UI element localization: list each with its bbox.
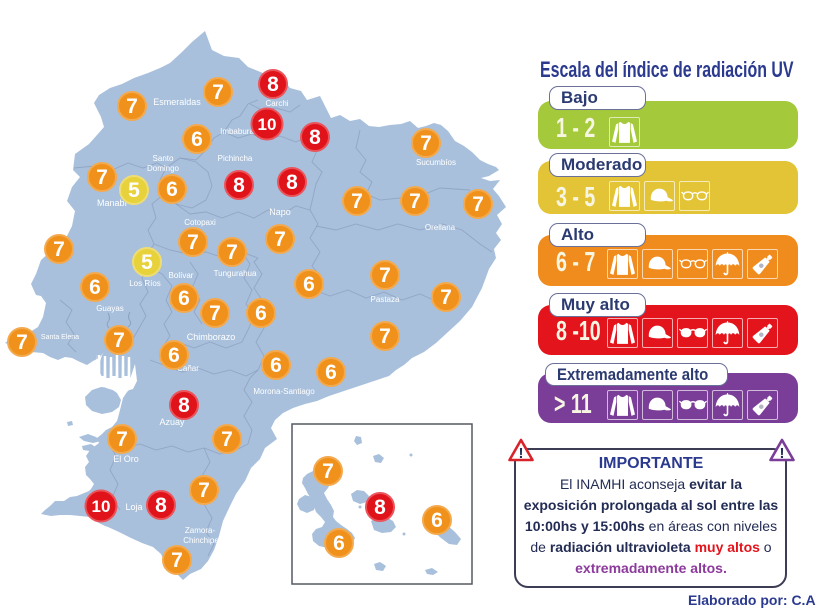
svg-text:Chimborazo: Chimborazo [187, 332, 236, 342]
svg-text:6: 6 [325, 361, 337, 384]
svg-text:7: 7 [351, 190, 363, 213]
svg-text:7: 7 [379, 325, 391, 348]
svg-text:!: ! [519, 445, 524, 462]
svg-text:6: 6 [303, 273, 315, 296]
svg-text:Pastaza: Pastaza [371, 295, 400, 304]
svg-text:5: 5 [128, 179, 140, 202]
svg-text:Guayas: Guayas [96, 304, 124, 313]
svg-text:Bolívar: Bolívar [169, 271, 194, 280]
svg-text:6: 6 [178, 287, 190, 310]
svg-text:7: 7 [226, 241, 238, 264]
svg-text:8: 8 [286, 171, 298, 194]
svg-text:7: 7 [472, 193, 484, 216]
svg-text:Santo: Santo [153, 154, 174, 163]
svg-text:Tungurahua: Tungurahua [214, 269, 257, 278]
svg-text:Santa Elena: Santa Elena [41, 334, 79, 341]
svg-text:7: 7 [440, 286, 452, 309]
svg-text:7: 7 [274, 228, 286, 251]
svg-text:Carchi: Carchi [265, 99, 288, 108]
svg-text:6: 6 [166, 178, 178, 201]
svg-text:6: 6 [191, 128, 203, 151]
svg-text:7: 7 [420, 132, 432, 155]
svg-text:8: 8 [233, 174, 245, 197]
svg-text:6: 6 [255, 302, 267, 325]
svg-text:7: 7 [171, 549, 183, 572]
svg-text:7: 7 [379, 264, 391, 287]
svg-text:Loja: Loja [125, 502, 142, 512]
svg-text:Cañar: Cañar [177, 364, 199, 373]
svg-text:Chinchipe: Chinchipe [183, 536, 219, 545]
svg-text:8: 8 [309, 126, 321, 149]
svg-text:7: 7 [113, 329, 125, 352]
svg-text:Manabí: Manabí [97, 198, 128, 208]
svg-text:8: 8 [374, 496, 386, 519]
svg-text:Domingo: Domingo [147, 164, 180, 173]
svg-text:Los Ríos: Los Ríos [129, 279, 161, 288]
svg-text:Morona-Santiago: Morona-Santiago [253, 387, 315, 396]
svg-text:7: 7 [212, 81, 224, 104]
svg-text:Orellana: Orellana [425, 223, 456, 232]
svg-text:7: 7 [209, 302, 221, 325]
svg-text:6: 6 [89, 276, 101, 299]
svg-text:5: 5 [141, 251, 153, 274]
svg-text:7: 7 [116, 428, 128, 451]
svg-text:Esmeraldas: Esmeraldas [153, 97, 201, 107]
svg-text:Zamora-: Zamora- [185, 526, 216, 535]
svg-text:!: ! [780, 445, 785, 462]
svg-text:6: 6 [168, 344, 180, 367]
svg-text:7: 7 [322, 460, 334, 483]
svg-text:7: 7 [16, 331, 28, 354]
svg-text:7: 7 [409, 190, 421, 213]
svg-text:Imbabura: Imbabura [220, 127, 254, 136]
svg-text:10: 10 [258, 115, 277, 134]
svg-text:El Oro: El Oro [113, 454, 139, 464]
svg-text:7: 7 [126, 95, 138, 118]
svg-text:Pichincha: Pichincha [218, 154, 253, 163]
svg-text:6: 6 [333, 532, 345, 555]
svg-text:8: 8 [178, 394, 190, 417]
svg-text:7: 7 [221, 428, 233, 451]
svg-text:Napo: Napo [269, 207, 291, 217]
svg-text:6: 6 [431, 509, 443, 532]
svg-text:8: 8 [155, 494, 167, 517]
svg-text:Sucumbíos: Sucumbíos [416, 158, 456, 167]
svg-text:7: 7 [96, 166, 108, 189]
svg-text:8: 8 [267, 73, 279, 96]
svg-text:7: 7 [198, 479, 210, 502]
svg-text:7: 7 [53, 238, 65, 261]
svg-text:Azuay: Azuay [159, 417, 185, 427]
svg-text:7: 7 [187, 231, 199, 254]
svg-text:6: 6 [270, 354, 282, 377]
svg-text:Cotopaxi: Cotopaxi [184, 218, 216, 227]
svg-text:10: 10 [92, 497, 111, 516]
